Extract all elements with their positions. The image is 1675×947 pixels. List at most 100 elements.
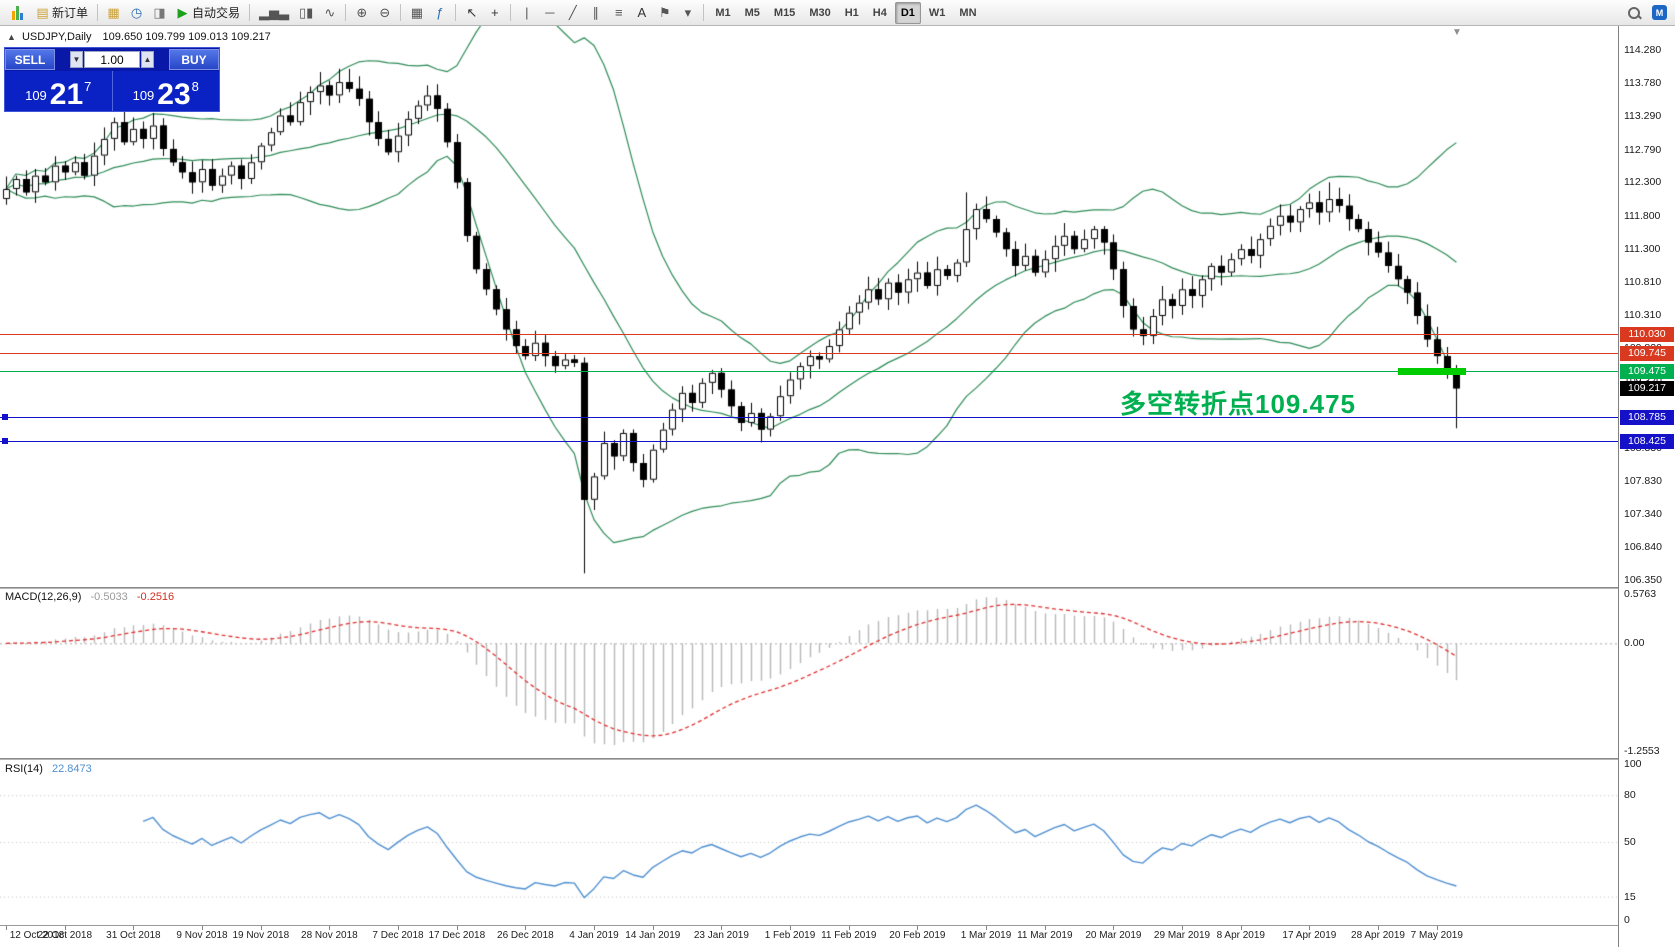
line-price-tag: 110.030 bbox=[1620, 327, 1674, 343]
buy-price[interactable]: 109 23 8 bbox=[113, 71, 220, 111]
timeframe-h1[interactable]: H1 bbox=[844, 6, 859, 19]
timeframe-d1[interactable]: D1 bbox=[894, 1, 921, 24]
chart-shift-marker[interactable]: ▼ bbox=[1452, 27, 1462, 38]
price-axis[interactable]: 114.280 113.780 113.290 112.790 112.300 111.8… bbox=[1618, 26, 1675, 947]
fibonacci-icon[interactable]: ≡ bbox=[608, 2, 629, 24]
window-separator[interactable] bbox=[0, 758, 1675, 760]
line-price-tag: 109.745 bbox=[1620, 346, 1674, 362]
line-handle[interactable] bbox=[2, 438, 8, 445]
app-icon[interactable] bbox=[5, 2, 30, 24]
tile-windows-icon[interactable]: ▦ bbox=[406, 2, 427, 24]
date-label: 26 Dec 2018 bbox=[497, 930, 554, 941]
price-axis-label: 106.350 bbox=[1624, 573, 1662, 586]
zoom-in-icon[interactable]: ⊕ bbox=[351, 2, 372, 24]
date-label: 8 Apr 2019 bbox=[1216, 930, 1265, 941]
text-icon[interactable]: A bbox=[631, 2, 652, 24]
trendline-icon[interactable]: ╱ bbox=[562, 2, 583, 24]
timeframe-m5[interactable]: M5 bbox=[744, 6, 760, 19]
macd-axis-label: 0.00 bbox=[1624, 637, 1645, 650]
timeframe-w1[interactable]: W1 bbox=[928, 6, 946, 19]
price-axis-label: 111.800 bbox=[1624, 209, 1661, 222]
horizontal-line-icon: ─ bbox=[545, 4, 555, 20]
support-highlight-segment[interactable] bbox=[1397, 368, 1467, 376]
label-icon: ⚑ bbox=[659, 4, 671, 20]
timeframe-m30[interactable]: M30 bbox=[809, 6, 831, 19]
chart-annotation[interactable]: 多空转折点109.475 bbox=[1120, 389, 1356, 419]
date-label: 17 Apr 2019 bbox=[1282, 930, 1337, 941]
buy-button[interactable]: BUY bbox=[169, 49, 219, 70]
crosshair-icon[interactable]: + bbox=[484, 2, 505, 24]
market-watch-icon[interactable]: ◷ bbox=[126, 2, 147, 24]
date-label: 7 May 2019 bbox=[1410, 930, 1463, 941]
line-price-tag: 109.475 bbox=[1620, 364, 1674, 380]
shapes-dropdown-icon[interactable]: ▾ bbox=[677, 2, 698, 24]
line-handle[interactable] bbox=[2, 414, 8, 421]
date-label: 14 Jan 2019 bbox=[625, 930, 681, 941]
timeframe-m1[interactable]: M1 bbox=[715, 6, 731, 19]
sell-price-main: 109 bbox=[25, 88, 47, 103]
timeframe-mn[interactable]: MN bbox=[959, 6, 977, 19]
horizontal-line-icon[interactable]: ─ bbox=[539, 2, 560, 24]
data-window-icon[interactable]: ◨ bbox=[149, 2, 170, 24]
chart-overlays bbox=[0, 26, 1618, 926]
volume-decrease-button[interactable]: ▼ bbox=[70, 51, 83, 68]
zoom-out-icon[interactable]: ⊖ bbox=[374, 2, 395, 24]
macd-main-value: -0.5033 bbox=[90, 591, 128, 603]
chart-profiles-icon[interactable]: ▦ bbox=[103, 2, 124, 24]
horizontal-line-109.475[interactable] bbox=[0, 371, 1618, 373]
new-order-icon: ▤ bbox=[36, 4, 49, 20]
autotrade-button[interactable]: ▶ 自动交易 bbox=[172, 2, 244, 24]
date-tick bbox=[398, 926, 399, 930]
fibonacci-icon: ≡ bbox=[615, 4, 623, 20]
volume-increase-button[interactable]: ▲ bbox=[141, 51, 154, 68]
date-label: 19 Nov 2018 bbox=[232, 930, 290, 941]
vertical-line-icon[interactable]: | bbox=[516, 2, 537, 24]
horizontal-line-109.745[interactable] bbox=[0, 353, 1618, 355]
rsi-indicator-canvas[interactable] bbox=[0, 760, 1618, 925]
indicators-icon[interactable]: ƒ bbox=[429, 2, 450, 24]
timeframe-h4[interactable]: H4 bbox=[872, 6, 887, 19]
rsi-axis-label: 50 bbox=[1624, 836, 1636, 848]
ohlc-values: 109.650 109.799 109.013 109.217 bbox=[102, 31, 271, 43]
window-separator[interactable] bbox=[0, 587, 1675, 589]
date-label: 9 Nov 2018 bbox=[176, 930, 228, 941]
new-order-button[interactable]: ▤ 新订单 bbox=[32, 2, 92, 24]
macd-indicator-canvas[interactable] bbox=[0, 589, 1618, 758]
indicators-icon: ƒ bbox=[436, 4, 444, 20]
main-chart-canvas[interactable] bbox=[0, 26, 1618, 587]
sell-button[interactable]: SELL bbox=[5, 49, 55, 70]
price-axis-label: 112.300 bbox=[1624, 176, 1662, 189]
horizontal-line-110.030[interactable] bbox=[0, 334, 1618, 336]
symbol-title: USDJPY,Daily bbox=[21, 31, 92, 43]
date-tick bbox=[849, 926, 850, 930]
date-axis[interactable]: 12 Oct 2018 22 Oct 2018 31 Oct 2018 9 Nov 2… bbox=[0, 925, 1618, 947]
timeframe-m15[interactable]: M15 bbox=[773, 6, 796, 19]
search-icon[interactable] bbox=[1623, 2, 1645, 24]
date-label: 11 Feb 2019 bbox=[821, 930, 877, 941]
macd-label: MACD(12,26,9) -0.5033 -0.2516 bbox=[5, 591, 174, 603]
toolbar: ▤ 新订单 ▦ ◷ ◨ ▶ 自动交易 ▂▅▃ ▯▮ ∿ ⊕ ⊖ ▦ ƒ ↖ + | ─ ╱ ∥ ≡ A ⚑ ▾ M1 M5 M15 M… bbox=[0, 0, 1675, 26]
vertical-line-icon: | bbox=[525, 4, 529, 20]
candlestick-chart-icon: ▯▮ bbox=[299, 4, 314, 20]
buy-price-big: 23 bbox=[157, 77, 191, 111]
community-icon[interactable]: M bbox=[1652, 5, 1667, 20]
line-chart-icon[interactable]: ∿ bbox=[319, 2, 340, 24]
date-label: 20 Feb 2019 bbox=[889, 930, 946, 941]
one-click-trading-panel: SELL ▼ 1.00 ▲ BUY 109 21 7 109 23 8 bbox=[4, 47, 220, 112]
sell-price[interactable]: 109 21 7 bbox=[5, 71, 113, 111]
rsi-label: RSI(14) 22.8473 bbox=[5, 763, 92, 775]
trendline-icon: ╱ bbox=[568, 4, 577, 20]
volume-input[interactable]: 1.00 bbox=[84, 51, 140, 68]
current-price-tag: 109.217 bbox=[1620, 381, 1674, 397]
date-label: 31 Oct 2018 bbox=[106, 930, 161, 941]
horizontal-line-108.785[interactable] bbox=[0, 417, 1618, 419]
label-icon[interactable]: ⚑ bbox=[654, 2, 675, 24]
cursor-icon[interactable]: ↖ bbox=[461, 2, 482, 24]
rsi-axis-label: 0 bbox=[1624, 914, 1630, 926]
bar-chart-icon[interactable]: ▂▅▃ bbox=[255, 2, 293, 24]
candlestick-chart-icon[interactable]: ▯▮ bbox=[295, 2, 317, 24]
crosshair-icon: + bbox=[491, 4, 499, 20]
channel-icon[interactable]: ∥ bbox=[585, 2, 606, 24]
horizontal-line-108.425[interactable] bbox=[0, 441, 1618, 443]
